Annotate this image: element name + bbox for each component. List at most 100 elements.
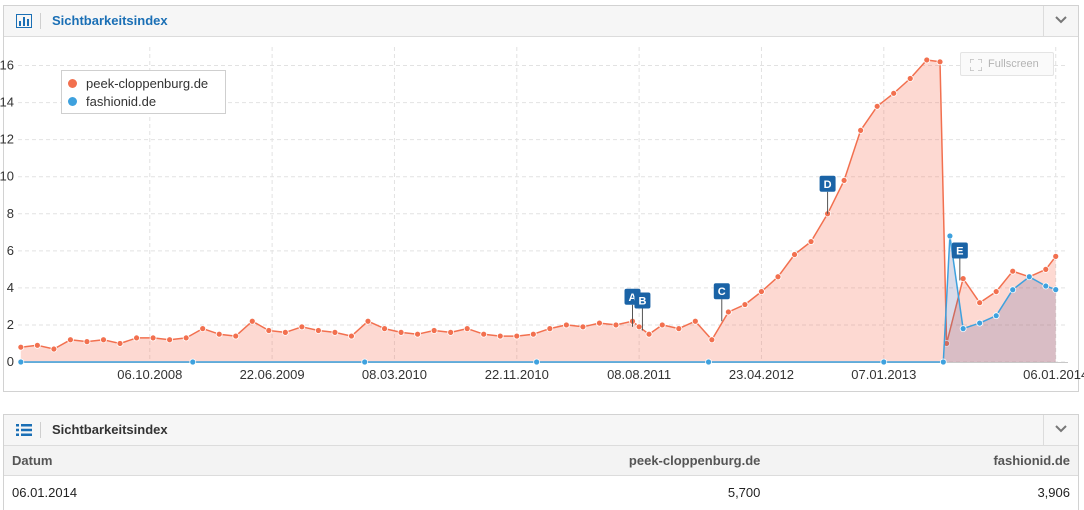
data-point-peek <box>348 332 355 340</box>
y-tick-label: 0 <box>7 354 14 369</box>
event-marker-box <box>713 283 730 300</box>
data-point-peek <box>215 330 223 338</box>
data-point-peek <box>513 332 521 340</box>
data-point-fashion <box>1042 282 1050 290</box>
fullscreen-label: Fullscreen <box>988 58 1039 70</box>
x-tick-label: 08.08.2011 <box>607 367 671 382</box>
data-point-fashion <box>17 358 25 366</box>
data-point-peek <box>675 325 683 333</box>
data-point-peek <box>936 58 944 66</box>
data-point-peek <box>1009 267 1017 275</box>
data-point-peek <box>976 299 984 307</box>
data-point-peek <box>741 301 749 308</box>
y-tick-label: 14 <box>0 95 14 110</box>
data-table: Datum peek-cloppenburg.de fashionid.de 0… <box>4 446 1078 509</box>
data-point-peek <box>873 102 881 110</box>
data-point-fashion <box>946 232 954 240</box>
data-point-peek <box>708 336 716 344</box>
data-point-peek <box>315 327 322 334</box>
x-tick-label: 23.04.2012 <box>729 367 794 382</box>
column-header-peek[interactable]: peek-cloppenburg.de <box>275 446 769 476</box>
x-tick-label: 06.01.2014 <box>1023 367 1084 382</box>
data-point-peek <box>199 325 207 333</box>
event-marker-b[interactable]: B <box>634 292 651 309</box>
list-icon <box>16 424 32 436</box>
data-point-peek <box>529 330 537 338</box>
data-point-peek <box>959 275 967 283</box>
data-point-peek <box>645 330 653 338</box>
data-point-peek <box>691 317 699 325</box>
data-point-fashion <box>976 319 984 327</box>
data-point-peek <box>430 327 438 334</box>
cell-fashion-value: 3,906 <box>1037 485 1070 500</box>
event-marker-box <box>951 242 968 259</box>
data-point-peek <box>447 328 455 336</box>
series-area-fashion <box>20 236 1056 362</box>
data-point-peek <box>248 317 256 325</box>
data-point-fashion <box>1025 273 1033 281</box>
column-header-datum[interactable]: Datum <box>4 446 276 476</box>
table-header-row: Datum peek-cloppenburg.de fashionid.de <box>4 446 1078 476</box>
y-tick-label: 12 <box>0 132 14 147</box>
x-tick-label: 22.06.2009 <box>240 367 305 382</box>
data-point-peek <box>596 319 603 327</box>
data-point-peek <box>840 177 848 184</box>
data-point-peek <box>724 308 732 316</box>
data-point-fashion <box>939 358 947 366</box>
data-point-peek <box>281 328 289 336</box>
event-marker-label: C <box>718 286 726 298</box>
data-point-fashion <box>189 358 197 366</box>
cell-peek-value: 5,700 <box>727 485 761 500</box>
legend-label-peek: peek-cloppenburg.de <box>86 76 209 91</box>
data-point-peek <box>546 325 554 333</box>
data-point-peek <box>463 325 471 333</box>
event-marker-label: A <box>629 292 637 304</box>
data-point-peek <box>992 288 1000 295</box>
event-marker-box <box>819 175 836 192</box>
x-tick-label: 08.03.2010 <box>362 367 427 382</box>
data-point-fashion <box>992 312 1000 320</box>
data-point-fashion <box>1009 286 1017 294</box>
event-marker-label: E <box>956 245 963 257</box>
event-marker-label: D <box>824 179 832 191</box>
data-point-peek <box>100 336 107 344</box>
event-marker-e[interactable]: E <box>951 242 968 259</box>
y-tick-label: 10 <box>0 169 14 184</box>
data-point-peek <box>635 323 643 331</box>
chevron-down-icon <box>1055 16 1067 24</box>
event-marker-c[interactable]: C <box>713 283 730 300</box>
chart-panel-toggle[interactable] <box>1043 6 1078 36</box>
legend-dot-fashion <box>68 97 77 106</box>
legend-label-fashion: fashionid.de <box>86 94 157 109</box>
data-point-peek <box>1042 265 1050 273</box>
data-point-peek <box>923 56 931 64</box>
data-point-fashion <box>880 358 888 366</box>
data-point-peek <box>1052 252 1060 260</box>
data-point-peek <box>298 323 306 331</box>
data-point-peek <box>658 321 666 329</box>
data-point-peek <box>50 345 58 353</box>
data-point-peek <box>857 126 865 134</box>
data-point-fashion <box>533 358 541 366</box>
data-point-peek <box>414 330 421 338</box>
legend-dot-peek <box>68 79 77 88</box>
y-tick-label: 2 <box>7 317 14 332</box>
table-panel-toggle[interactable] <box>1043 415 1078 445</box>
fullscreen-button[interactable]: Fullscreen <box>960 52 1054 76</box>
data-point-peek <box>182 334 190 342</box>
column-header-fashion[interactable]: fashionid.de <box>768 446 1078 476</box>
data-point-peek <box>791 251 798 258</box>
y-tick-label: 4 <box>7 280 14 295</box>
table-panel-title: Sichtbarkeitsindex <box>52 422 168 437</box>
event-marker-label: B <box>638 296 646 308</box>
data-point-peek <box>17 343 25 351</box>
data-point-peek <box>381 325 388 333</box>
data-point-peek <box>496 332 504 340</box>
cell-datum: 06.01.2014 <box>12 485 78 500</box>
data-point-peek <box>397 328 405 336</box>
data-point-peek <box>890 89 898 97</box>
x-tick-label: 22.11.2010 <box>485 367 549 382</box>
event-marker-d[interactable]: D <box>819 175 836 192</box>
data-point-fashion <box>959 325 967 333</box>
chart-panel-title: Sichtbarkeitsindex <box>52 13 168 28</box>
